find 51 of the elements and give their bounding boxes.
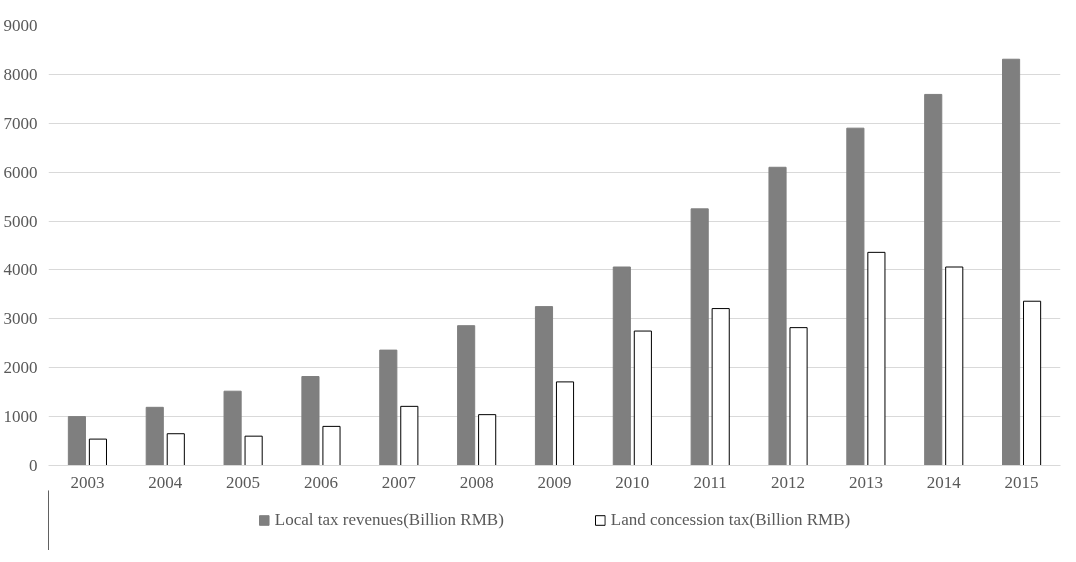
bar — [846, 127, 865, 466]
x-tick-label: 2007 — [381, 472, 417, 492]
x-tick-label: 2015 — [1004, 472, 1039, 492]
bar — [534, 306, 554, 466]
x-tick-label: 2013 — [848, 472, 883, 492]
x-tick-label: 2012 — [771, 472, 806, 492]
x-tick-label: 2010 — [615, 472, 650, 492]
legend-label: Local tax revenues(Billion RMB) — [274, 510, 504, 530]
bar — [924, 93, 943, 466]
bar — [711, 308, 730, 466]
y-tick-label: 1000 — [3, 407, 38, 427]
bar — [789, 327, 808, 466]
bar — [1002, 58, 1021, 466]
x-tick-label: 2009 — [537, 472, 572, 492]
x-tick-label: 2004 — [148, 472, 183, 492]
y-tick-label: 7000 — [3, 113, 38, 133]
bar — [1023, 300, 1042, 466]
bar — [145, 406, 164, 466]
y-tick-label: 6000 — [3, 162, 38, 182]
x-tick-label: 2008 — [459, 472, 494, 492]
bar — [67, 416, 86, 466]
y-tick-label: 5000 — [3, 211, 38, 231]
x-tick-label: 2014 — [926, 472, 962, 492]
y-tick-label: 9000 — [3, 16, 38, 35]
bar — [945, 266, 964, 466]
legend-label: Land concession tax(Billion RMB) — [610, 510, 851, 530]
bar — [322, 425, 341, 466]
bar — [768, 166, 787, 466]
bar — [244, 435, 263, 466]
bar — [867, 251, 886, 466]
bar — [88, 438, 107, 466]
bar — [690, 208, 709, 466]
y-tick-label: 2000 — [3, 358, 38, 378]
bar — [478, 414, 497, 466]
bar — [633, 330, 652, 466]
bar — [166, 433, 185, 466]
bar — [612, 266, 631, 466]
y-tick-label: 8000 — [3, 64, 38, 84]
x-tick-label: 2005 — [226, 472, 261, 492]
bar — [301, 376, 320, 466]
x-tick-label: 2006 — [303, 472, 338, 492]
bar — [555, 381, 575, 466]
y-tick-label: 4000 — [3, 260, 38, 280]
bar — [400, 405, 419, 466]
bar — [223, 390, 242, 466]
y-tick-label: 0 — [29, 456, 38, 475]
x-tick-label: 2011 — [693, 472, 727, 492]
y-tick-label: 3000 — [3, 309, 38, 329]
bar — [457, 325, 476, 466]
bar — [379, 349, 398, 466]
x-tick-label: 2003 — [70, 472, 105, 492]
